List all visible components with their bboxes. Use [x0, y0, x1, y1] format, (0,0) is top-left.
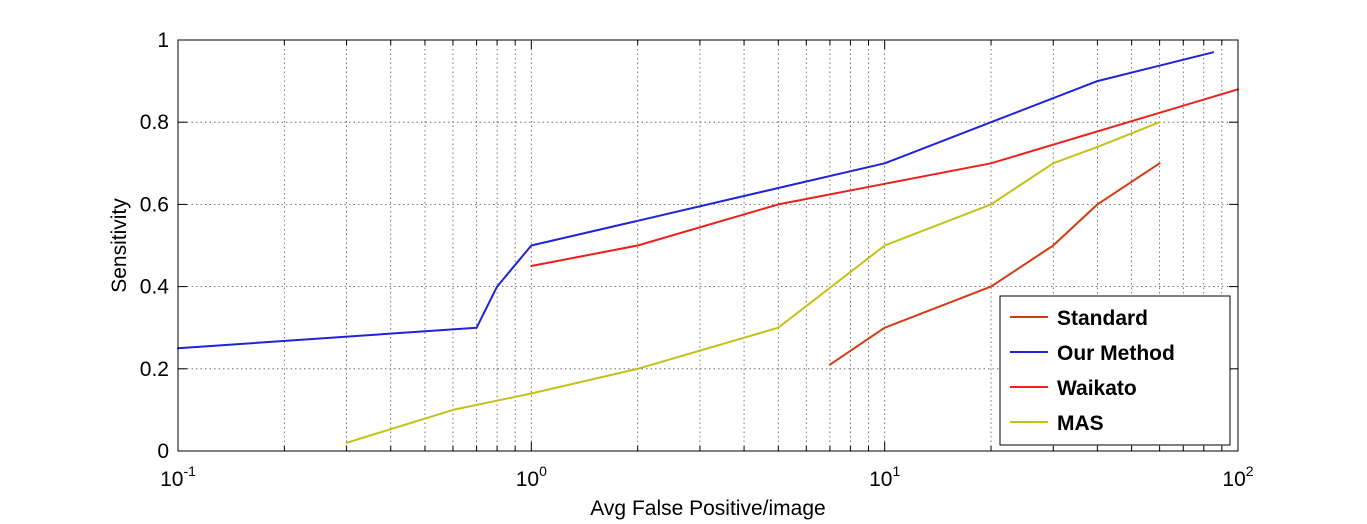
y-tick-label: 0.6 [140, 193, 169, 216]
y-tick-label: 0.4 [140, 276, 170, 299]
y-axis-label: Sensitivity [108, 198, 131, 293]
x-axis-label: Avg False Positive/image [590, 497, 825, 520]
series-line-waikato [530, 88, 1239, 267]
x-tick-labels: 10-1 100 101 102 [160, 463, 1254, 491]
legend-label: Standard [1057, 307, 1148, 330]
x-tick-label: 10-1 [160, 463, 196, 491]
series-line-mas [345, 121, 1161, 444]
legend-label: Our Method [1057, 342, 1175, 365]
legend: Standard Our Method Waikato MAS [999, 295, 1231, 446]
plot-area-frame [177, 39, 1239, 452]
y-tick-label: 0.2 [140, 358, 169, 381]
y-tick-label: 0.8 [140, 111, 169, 134]
x-tick-label: 101 [869, 463, 900, 491]
axis-ticks [177, 39, 1238, 452]
y-tick-label: 1 [157, 29, 169, 52]
x-tick-label: 102 [1222, 463, 1253, 491]
series-line-our-method [177, 51, 1215, 350]
x-tick-label: 100 [516, 463, 547, 491]
legend-label: MAS [1057, 412, 1104, 435]
y-tick-label: 0 [157, 440, 169, 463]
series-line-standard [828, 162, 1161, 366]
y-tick-labels: 0 0.2 0.4 0.6 0.8 1 [140, 29, 170, 463]
legend-label: Waikato [1057, 377, 1137, 400]
legend-box [999, 295, 1231, 446]
series-lines [177, 51, 1239, 444]
